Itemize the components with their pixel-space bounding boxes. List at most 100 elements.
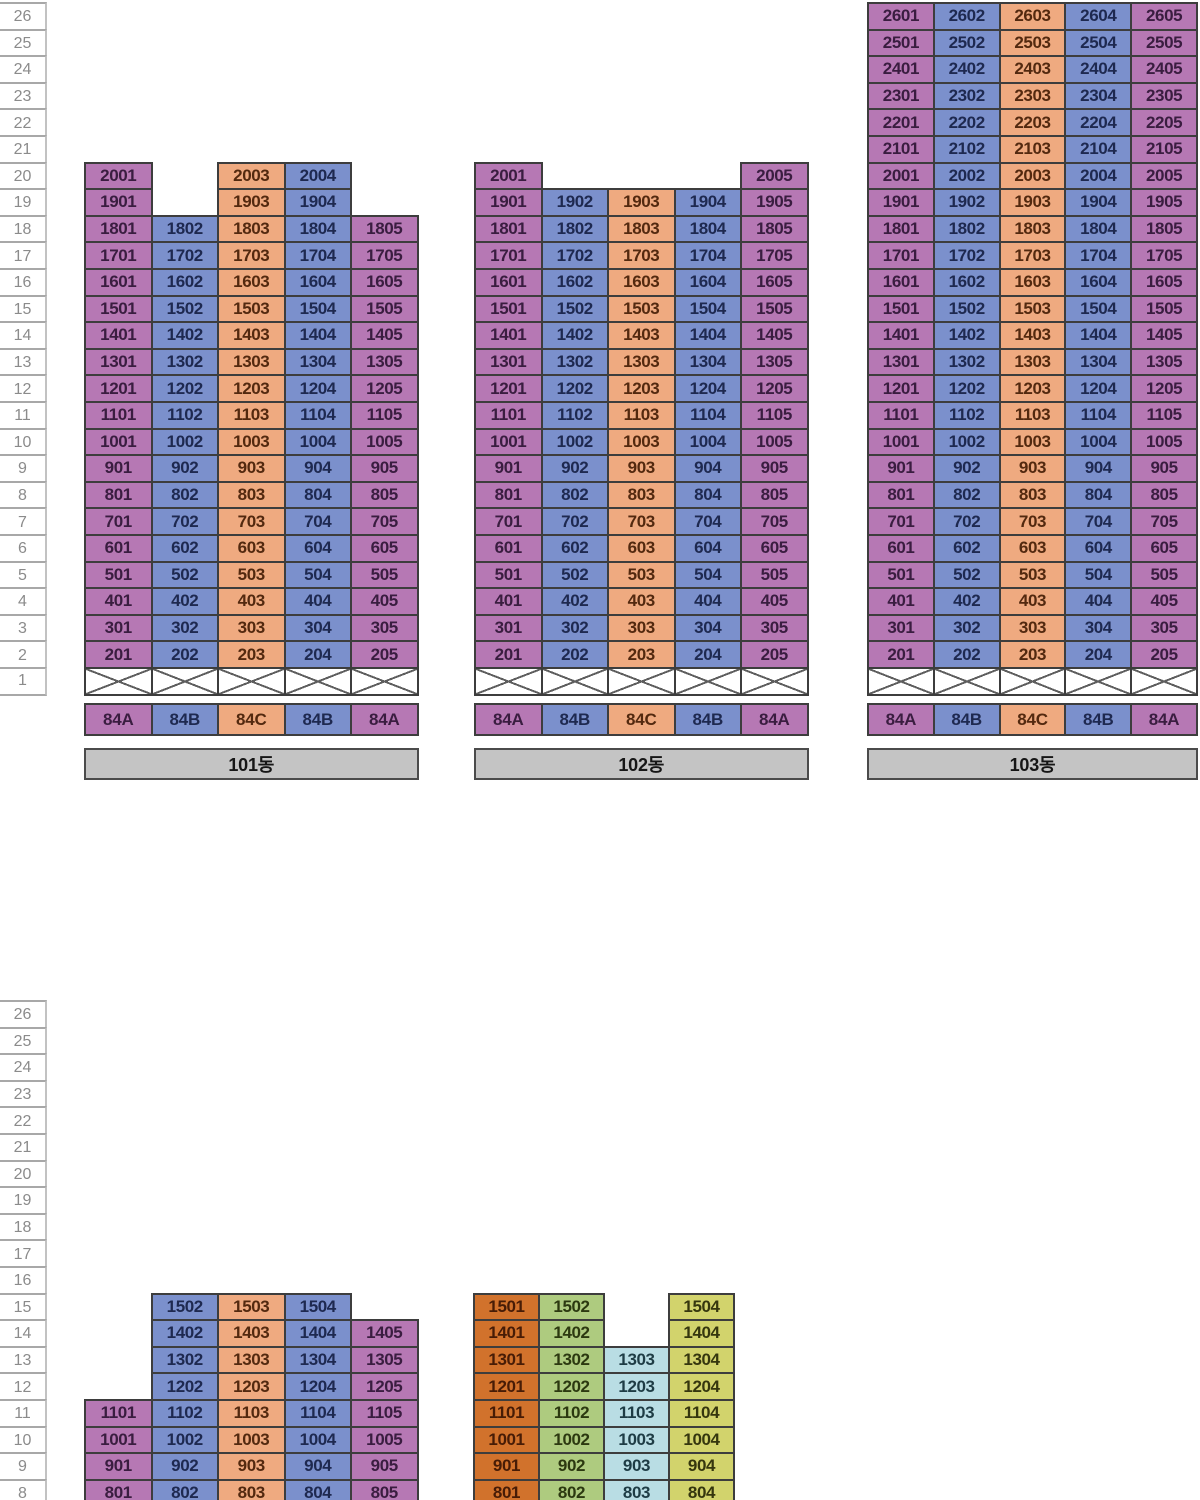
unit-cell[interactable]: 1504 [283, 1292, 352, 1322]
unit-cell[interactable]: 1302 [150, 1345, 219, 1375]
unit-cell[interactable]: 1302 [540, 347, 609, 377]
unit-cell[interactable]: 802 [932, 480, 1001, 510]
unit-cell[interactable]: 1804 [283, 214, 352, 244]
unit-cell[interactable]: 1005 [350, 1425, 419, 1455]
unit-cell[interactable]: 1003 [603, 1425, 670, 1455]
unit-cell[interactable]: 1105 [350, 401, 419, 430]
unit-cell[interactable]: 1203 [603, 1372, 670, 1401]
unit-cell[interactable]: 805 [350, 480, 419, 510]
unit-cell[interactable]: 904 [283, 1452, 352, 1481]
unit-cell[interactable]: 1501 [867, 294, 935, 324]
unit-cell[interactable]: 1102 [150, 401, 219, 430]
unit-cell[interactable]: 902 [538, 1452, 605, 1481]
unit-cell[interactable]: 1202 [538, 1372, 605, 1401]
unit-cell[interactable]: 1502 [538, 1292, 605, 1322]
unit-cell[interactable]: 1102 [932, 401, 1001, 430]
unit-cell[interactable]: 801 [473, 1478, 540, 1500]
unit-cell[interactable]: 1101 [473, 1399, 540, 1428]
unit-cell[interactable]: 805 [350, 1478, 419, 1500]
unit-cell[interactable]: 1002 [538, 1425, 605, 1455]
unit-cell[interactable]: 1302 [932, 347, 1001, 377]
unit-cell[interactable]: 1103 [607, 401, 676, 430]
unit-cell[interactable]: 602 [932, 534, 1001, 563]
unit-cell[interactable]: 1103 [217, 1399, 286, 1428]
unit-cell[interactable]: 1104 [283, 1399, 352, 1428]
unit-cell[interactable]: 2303 [998, 81, 1067, 111]
unit-cell[interactable]: 1705 [740, 241, 809, 270]
unit-cell[interactable]: 1603 [998, 268, 1067, 297]
unit-cell[interactable]: 905 [740, 454, 809, 483]
unit-cell[interactable]: 1001 [473, 1425, 540, 1455]
unit-cell[interactable]: 1001 [84, 1425, 153, 1455]
unit-cell[interactable]: 901 [474, 454, 543, 483]
unit-cell[interactable]: 201 [84, 640, 153, 669]
unit-cell[interactable]: 1601 [84, 268, 153, 297]
unit-cell[interactable]: 1404 [283, 1319, 352, 1348]
unit-cell[interactable]: 1305 [1130, 347, 1198, 377]
unit-cell[interactable]: 903 [607, 454, 676, 483]
unit-cell[interactable]: 2601 [867, 2, 935, 31]
unit-cell[interactable]: 202 [150, 640, 219, 669]
unit-cell[interactable]: 1805 [1130, 214, 1198, 244]
unit-cell[interactable]: 1303 [998, 347, 1067, 377]
unit-cell[interactable]: 405 [350, 587, 419, 616]
unit-cell[interactable]: 605 [1130, 534, 1198, 563]
unit-cell[interactable]: 1101 [474, 401, 543, 430]
unit-cell[interactable]: 1101 [84, 401, 153, 430]
unit-cell[interactable]: 1704 [673, 241, 742, 270]
unit-cell[interactable]: 1503 [607, 294, 676, 324]
unit-cell[interactable]: 604 [283, 534, 352, 563]
unit-cell[interactable]: 1502 [150, 1292, 219, 1322]
unit-cell[interactable]: 804 [668, 1478, 735, 1500]
unit-cell[interactable]: 203 [217, 640, 286, 669]
unit-cell[interactable]: 1205 [350, 1372, 419, 1401]
unit-cell[interactable]: 1504 [1064, 294, 1133, 324]
unit-cell[interactable]: 1001 [84, 427, 153, 457]
unit-cell[interactable]: 1301 [473, 1345, 540, 1375]
unit-cell[interactable]: 605 [350, 534, 419, 563]
unit-cell[interactable]: 1701 [867, 241, 935, 270]
unit-cell[interactable]: 503 [998, 560, 1067, 590]
unit-cell[interactable]: 1504 [668, 1292, 735, 1322]
unit-cell[interactable]: 1605 [1130, 268, 1198, 297]
unit-cell[interactable]: 2405 [1130, 55, 1198, 84]
unit-cell[interactable]: 1703 [217, 241, 286, 270]
unit-cell[interactable]: 901 [867, 454, 935, 483]
unit-cell[interactable]: 505 [350, 560, 419, 590]
unit-cell[interactable]: 1702 [540, 241, 609, 270]
unit-cell[interactable]: 1304 [283, 1345, 352, 1375]
unit-cell[interactable]: 802 [538, 1478, 605, 1500]
unit-cell[interactable]: 2001 [867, 161, 935, 191]
unit-cell[interactable]: 1002 [150, 1425, 219, 1455]
unit-cell[interactable]: 1903 [998, 188, 1067, 217]
unit-cell[interactable]: 304 [1064, 613, 1133, 643]
unit-cell[interactable]: 305 [350, 613, 419, 643]
unit-cell[interactable]: 1404 [668, 1319, 735, 1348]
unit-cell[interactable]: 802 [150, 1478, 219, 1500]
unit-cell[interactable]: 1204 [673, 374, 742, 403]
unit-cell[interactable]: 804 [283, 1478, 352, 1500]
unit-cell[interactable]: 602 [540, 534, 609, 563]
unit-cell[interactable]: 704 [1064, 507, 1133, 536]
unit-cell[interactable]: 404 [1064, 587, 1133, 616]
unit-cell[interactable]: 1004 [668, 1425, 735, 1455]
unit-cell[interactable]: 1305 [350, 1345, 419, 1375]
unit-cell[interactable]: 1205 [350, 374, 419, 403]
unit-cell[interactable]: 801 [867, 480, 935, 510]
unit-cell[interactable]: 1405 [350, 321, 419, 350]
unit-cell[interactable]: 1804 [673, 214, 742, 244]
unit-cell[interactable]: 905 [1130, 454, 1198, 483]
unit-cell[interactable]: 1801 [474, 214, 543, 244]
unit-cell[interactable]: 1003 [217, 427, 286, 457]
unit-cell[interactable]: 1403 [217, 321, 286, 350]
unit-cell[interactable]: 604 [673, 534, 742, 563]
unit-cell[interactable]: 1304 [668, 1345, 735, 1375]
unit-cell[interactable]: 1302 [538, 1345, 605, 1375]
unit-cell[interactable]: 1703 [607, 241, 676, 270]
unit-cell[interactable]: 1405 [350, 1319, 419, 1348]
unit-cell[interactable]: 1305 [740, 347, 809, 377]
unit-cell[interactable]: 203 [998, 640, 1067, 669]
unit-cell[interactable]: 1204 [283, 1372, 352, 1401]
unit-cell[interactable]: 2001 [84, 161, 153, 191]
unit-cell[interactable]: 904 [1064, 454, 1133, 483]
